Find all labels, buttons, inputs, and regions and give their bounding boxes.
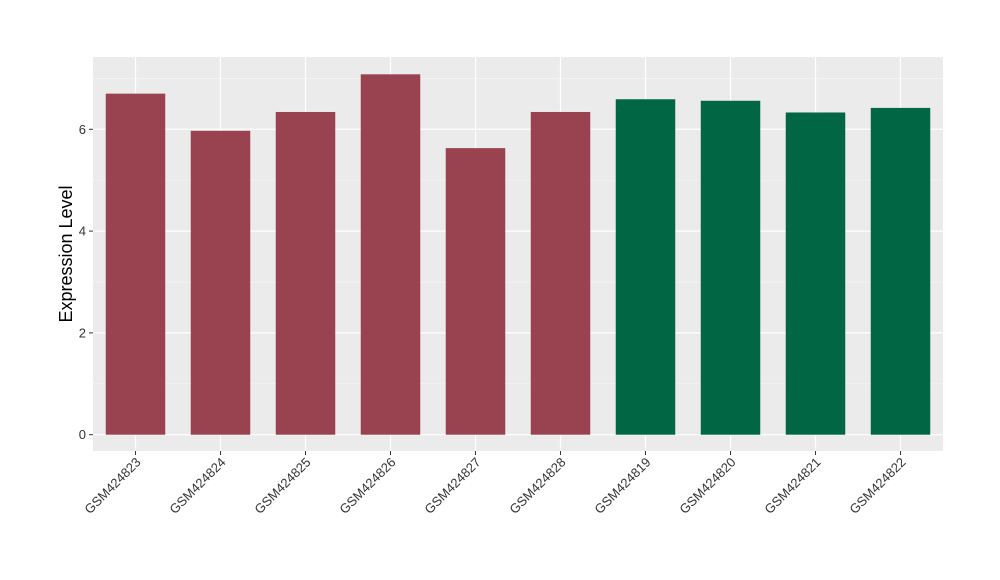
x-tick-label: GSM424823 bbox=[81, 455, 143, 517]
x-tick-label: GSM424825 bbox=[251, 455, 313, 517]
bar-GSM424823 bbox=[105, 93, 166, 435]
bar-GSM424828 bbox=[530, 111, 591, 435]
x-tick-label: GSM424822 bbox=[846, 455, 908, 517]
bar-GSM424820 bbox=[700, 100, 761, 435]
x-axis: GSM424823 GSM424824 GSM424825 GSM424826 GSM4… bbox=[81, 451, 909, 517]
bar-GSM424819 bbox=[615, 99, 676, 435]
bar-GSM424826 bbox=[360, 74, 421, 435]
y-tick-label: 4 bbox=[79, 224, 86, 239]
x-tick-label: GSM424827 bbox=[421, 455, 483, 517]
bars bbox=[105, 74, 931, 435]
bar-GSM424824 bbox=[190, 130, 251, 435]
x-tick-label: GSM424821 bbox=[761, 455, 823, 517]
bar-GSM424822 bbox=[870, 107, 931, 435]
bar-GSM424827 bbox=[445, 148, 506, 435]
x-tick-label: GSM424820 bbox=[676, 455, 738, 517]
y-tick-label: 2 bbox=[79, 325, 86, 340]
bar-GSM424821 bbox=[785, 112, 846, 435]
y-tick-label: 0 bbox=[79, 427, 86, 442]
x-tick-label: GSM424819 bbox=[591, 455, 653, 517]
y-tick-label: 6 bbox=[79, 122, 86, 137]
y-axis: 0 2 4 6 bbox=[79, 122, 93, 442]
x-tick-label: GSM424824 bbox=[166, 455, 228, 517]
x-tick-label: GSM424826 bbox=[336, 455, 398, 517]
y-axis-title: Expression Level bbox=[56, 185, 76, 322]
bar-GSM424825 bbox=[275, 111, 336, 435]
x-tick-label: GSM424828 bbox=[506, 455, 568, 517]
